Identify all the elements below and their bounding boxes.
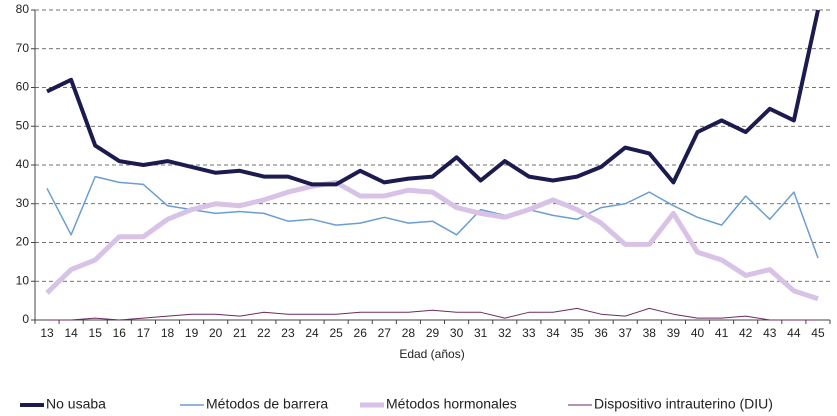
y-tick-label: 10 — [16, 273, 30, 287]
x-tick-label: 17 — [137, 326, 151, 340]
x-tick-label: 14 — [64, 326, 78, 340]
series-line — [46, 9, 820, 187]
x-tick-label: 28 — [402, 326, 416, 340]
series-line — [46, 175, 819, 259]
y-tick-label: 70 — [16, 41, 30, 55]
series-line — [47, 307, 818, 321]
y-tick-label: 80 — [16, 2, 30, 16]
x-tick-label: 31 — [474, 326, 488, 340]
x-axis-label: Edad (años) — [399, 347, 464, 361]
legend-label: Métodos de barrera — [206, 396, 328, 412]
x-tick-label: 35 — [570, 326, 584, 340]
x-tick-label: 30 — [450, 326, 464, 340]
x-tick-label: 42 — [739, 326, 753, 340]
series-line — [45, 179, 819, 302]
x-tick-label: 26 — [354, 326, 368, 340]
x-tick-label: 33 — [522, 326, 536, 340]
x-tick-label: 45 — [811, 326, 825, 340]
y-tick-label: 50 — [16, 118, 30, 132]
y-tick-label: 30 — [16, 196, 30, 210]
x-tick-label: 38 — [643, 326, 657, 340]
x-tick-label: 40 — [691, 326, 705, 340]
x-tick-label: 34 — [546, 326, 560, 340]
x-tick-label: 41 — [715, 326, 729, 340]
x-tick-label: 27 — [378, 326, 392, 340]
legend-label: Dispositivo intrauterino (DIU) — [594, 396, 773, 412]
x-tick-label: 44 — [787, 326, 801, 340]
x-tick-label: 25 — [329, 326, 343, 340]
x-tick-label: 37 — [619, 326, 633, 340]
y-tick-label: 60 — [16, 80, 30, 94]
x-tick-label: 22 — [257, 326, 271, 340]
y-tick-label: 40 — [16, 157, 30, 171]
x-tick-label: 23 — [281, 326, 295, 340]
x-tick-label: 21 — [233, 326, 247, 340]
x-tick-label: 32 — [498, 326, 512, 340]
x-tick-label: 24 — [305, 326, 319, 340]
x-tick-label: 18 — [161, 326, 175, 340]
x-tick-label: 36 — [594, 326, 608, 340]
x-tick-label: 39 — [667, 326, 681, 340]
legend-label: No usaba — [46, 396, 106, 412]
x-tick-label: 29 — [426, 326, 440, 340]
legend-label: Métodos hormonales — [386, 396, 517, 412]
y-tick-label: 20 — [16, 235, 30, 249]
x-tick-label: 20 — [209, 326, 223, 340]
x-tick-label: 43 — [763, 326, 777, 340]
x-tick-label: 19 — [185, 326, 199, 340]
y-tick-label: 0 — [22, 312, 29, 326]
x-tick-label: 15 — [89, 326, 103, 340]
x-tick-label: 13 — [40, 326, 54, 340]
x-tick-label: 16 — [113, 326, 127, 340]
